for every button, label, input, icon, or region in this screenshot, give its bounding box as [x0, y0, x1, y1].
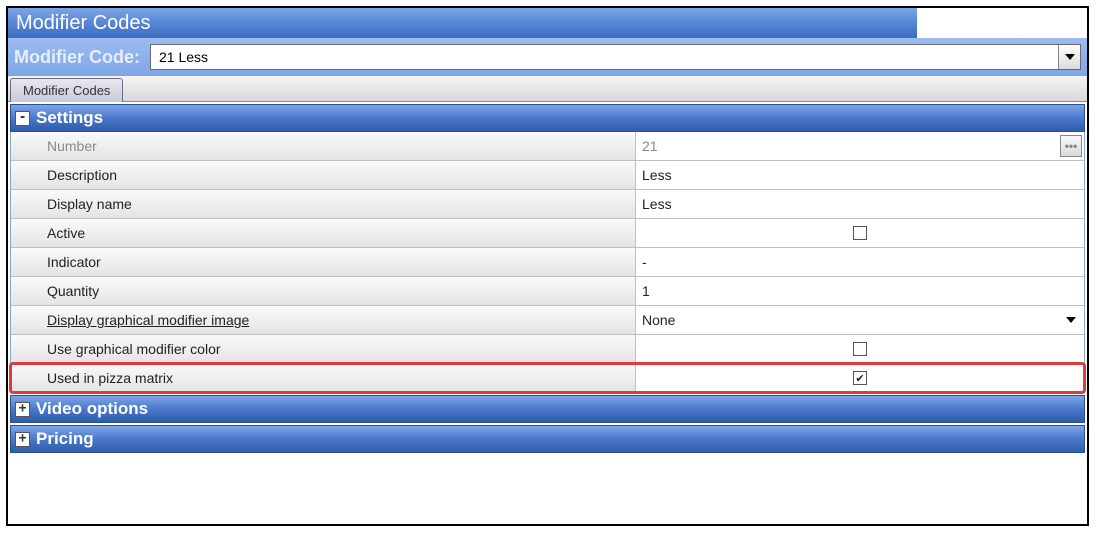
value-graph-image[interactable]: None [636, 306, 1084, 334]
chevron-down-icon[interactable] [1058, 45, 1080, 69]
checkbox-active[interactable] [853, 226, 867, 240]
row-indicator: Indicator - [11, 248, 1084, 277]
group-settings-title: Settings [36, 108, 103, 128]
label-indicator: Indicator [11, 248, 636, 276]
expand-icon[interactable]: + [15, 402, 30, 417]
value-number: 21 ••• [636, 132, 1084, 160]
window-frame: Modifier Codes Modifier Code: 21 Less Mo… [6, 6, 1089, 526]
row-description: Description Less [11, 161, 1084, 190]
settings-grid: Number 21 ••• Description Less Display n… [10, 132, 1085, 393]
label-active: Active [11, 219, 636, 247]
modifier-code-row: Modifier Code: 21 Less [8, 38, 1087, 76]
value-display-name[interactable]: Less [636, 190, 1084, 218]
label-graph-color: Use graphical modifier color [11, 335, 636, 363]
value-pizza-matrix[interactable]: ✔ [636, 364, 1084, 392]
page-title: Modifier Codes [16, 12, 151, 35]
tab-strip: Modifier Codes [8, 76, 1087, 102]
group-settings-header[interactable]: - Settings [10, 104, 1085, 132]
modifier-code-label: Modifier Code: [14, 47, 144, 68]
group-video-title: Video options [36, 399, 148, 419]
row-number: Number 21 ••• [11, 132, 1084, 161]
chevron-down-icon[interactable] [1060, 309, 1082, 331]
label-number: Number [11, 132, 636, 160]
row-graph-image: Display graphical modifier image None [11, 306, 1084, 335]
checkbox-graph-color[interactable] [853, 342, 867, 356]
ellipsis-button[interactable]: ••• [1060, 135, 1082, 157]
row-display-name: Display name Less [11, 190, 1084, 219]
label-graph-image[interactable]: Display graphical modifier image [11, 306, 636, 334]
title-right-box [917, 8, 1087, 38]
value-quantity[interactable]: 1 [636, 277, 1084, 305]
row-active: Active [11, 219, 1084, 248]
value-active[interactable] [636, 219, 1084, 247]
label-display-name: Display name [11, 190, 636, 218]
row-pizza-matrix: Used in pizza matrix ✔ [11, 364, 1084, 393]
group-pricing-header[interactable]: + Pricing [10, 425, 1085, 453]
modifier-code-value: 21 Less [151, 49, 216, 65]
expand-icon[interactable]: + [15, 432, 30, 447]
value-description[interactable]: Less [636, 161, 1084, 189]
value-graph-color[interactable] [636, 335, 1084, 363]
group-pricing-title: Pricing [36, 429, 94, 449]
label-quantity: Quantity [11, 277, 636, 305]
modifier-code-dropdown[interactable]: 21 Less [150, 44, 1081, 70]
title-bar: Modifier Codes [8, 8, 1087, 38]
row-graph-color: Use graphical modifier color [11, 335, 1084, 364]
checkbox-pizza-matrix[interactable]: ✔ [853, 371, 867, 385]
collapse-icon[interactable]: - [15, 111, 30, 126]
value-indicator[interactable]: - [636, 248, 1084, 276]
label-pizza-matrix: Used in pizza matrix [11, 364, 636, 392]
tab-modifier-codes[interactable]: Modifier Codes [10, 78, 123, 102]
row-quantity: Quantity 1 [11, 277, 1084, 306]
label-description: Description [11, 161, 636, 189]
group-video-header[interactable]: + Video options [10, 395, 1085, 423]
